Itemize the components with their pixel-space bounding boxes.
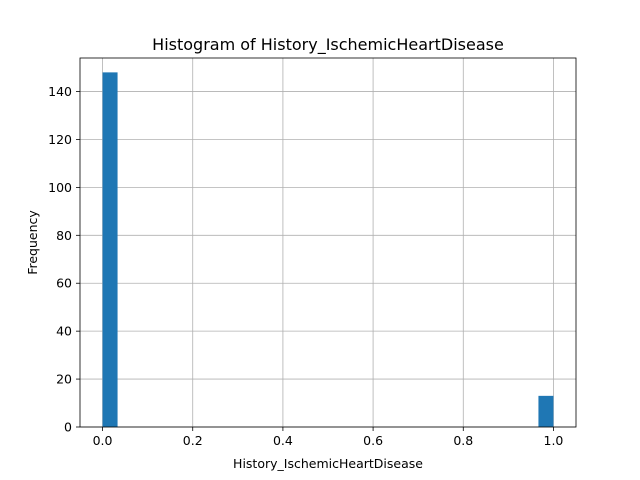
- chart-title: Histogram of History_IschemicHeartDiseas…: [152, 35, 504, 55]
- histogram-bar: [538, 395, 554, 427]
- x-tick-label: 0.6: [363, 433, 383, 448]
- plot-frame: [79, 57, 577, 428]
- y-tick-label: 100: [48, 180, 72, 195]
- y-tick-label: 140: [48, 84, 72, 99]
- grid-lines: [80, 58, 576, 428]
- x-tick-label: 0.2: [183, 433, 203, 448]
- histogram-bar: [102, 72, 118, 428]
- x-tick-label: 1.0: [544, 433, 564, 448]
- x-tick-label: 0.4: [273, 433, 293, 448]
- x-axis-label: History_IschemicHeartDisease: [233, 456, 423, 471]
- y-axis-ticks: 0 20 40 60 80 100 120 140: [48, 84, 80, 435]
- y-tick-label: 40: [56, 324, 72, 339]
- y-tick-label: 0: [64, 420, 72, 435]
- y-tick-label: 80: [56, 228, 72, 243]
- x-axis-ticks: 0.0 0.2 0.4 0.6 0.8 1.0: [93, 427, 564, 448]
- x-tick-label: 0.8: [453, 433, 473, 448]
- y-tick-label: 120: [48, 132, 72, 147]
- y-axis-label: Frequency: [25, 210, 40, 275]
- x-tick-label: 0.0: [93, 433, 113, 448]
- y-tick-label: 20: [56, 372, 72, 387]
- y-tick-label: 60: [56, 276, 72, 291]
- histogram-bars: [102, 72, 554, 428]
